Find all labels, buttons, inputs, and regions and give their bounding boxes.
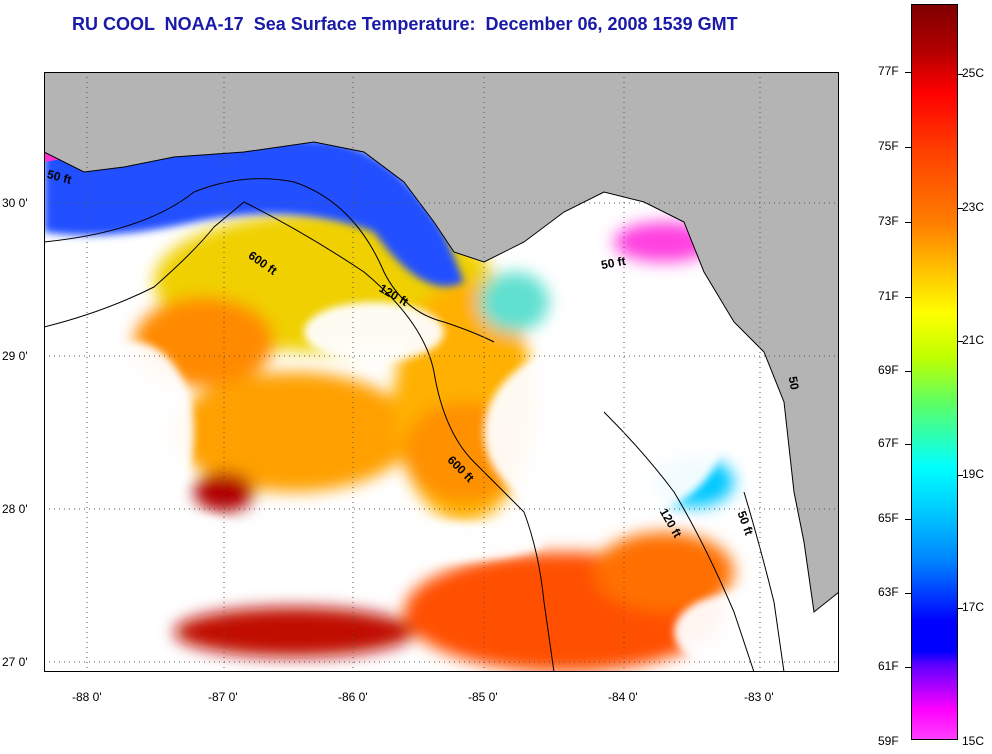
contour-120ft (44, 178, 495, 343)
lon-label: -85 0' (468, 690, 498, 704)
map-frame (44, 72, 839, 672)
color-scale-bar (911, 4, 958, 740)
fahrenheit-label: 71F (878, 289, 899, 303)
fahrenheit-label: 61F (878, 659, 899, 673)
grid-lines (44, 72, 839, 672)
scale-tick (905, 667, 911, 668)
scale-tick (905, 444, 911, 445)
lon-label: -83 0' (744, 690, 774, 704)
contour-50ft-east (743, 491, 785, 672)
contour-600ft (44, 201, 555, 672)
celsius-label: 21C (962, 333, 985, 347)
scale-tick (957, 475, 963, 476)
scale-tick (905, 72, 911, 73)
celsius-label: 15C (962, 734, 985, 748)
scale-tick (957, 608, 963, 609)
lon-label: -88 0' (72, 690, 102, 704)
fahrenheit-label: 63F (878, 585, 899, 599)
lat-label: 30 0' (2, 196, 28, 210)
celsius-label: 25C (962, 66, 985, 80)
land (44, 72, 839, 613)
scale-tick (957, 208, 963, 209)
scale-tick (905, 297, 911, 298)
fahrenheit-label: 67F (878, 436, 899, 450)
lat-label: 28 0' (2, 502, 28, 516)
fahrenheit-label: 77F (878, 64, 899, 78)
celsius-label: 17C (962, 600, 985, 614)
lon-label: -84 0' (608, 690, 638, 704)
map-title: RU COOL NOAA-17 Sea Surface Temperature:… (72, 14, 738, 34)
scale-tick (957, 341, 963, 342)
lon-label: -87 0' (208, 690, 238, 704)
scale-tick (957, 74, 963, 75)
fahrenheit-label: 59F (878, 734, 899, 748)
lon-label: -86 0' (338, 690, 368, 704)
lat-label: 27 0' (2, 655, 28, 669)
fahrenheit-label: 73F (878, 214, 899, 228)
scale-tick (905, 147, 911, 148)
depth-label: 50 (785, 375, 802, 391)
celsius-label: 23C (962, 200, 985, 214)
scale-tick (905, 371, 911, 372)
contour-120ft-east (603, 411, 755, 672)
fahrenheit-label: 75F (878, 139, 899, 153)
fahrenheit-label: 69F (878, 363, 899, 377)
cold-coastal-band (44, 137, 464, 287)
scale-tick (905, 519, 911, 520)
fahrenheit-label: 65F (878, 511, 899, 525)
scale-tick (905, 593, 911, 594)
cloud-overlays (64, 302, 814, 672)
scale-tick (905, 222, 911, 223)
lat-label: 29 0' (2, 349, 28, 363)
celsius-label: 19C (962, 467, 985, 481)
sst-map[interactable] (44, 72, 839, 672)
